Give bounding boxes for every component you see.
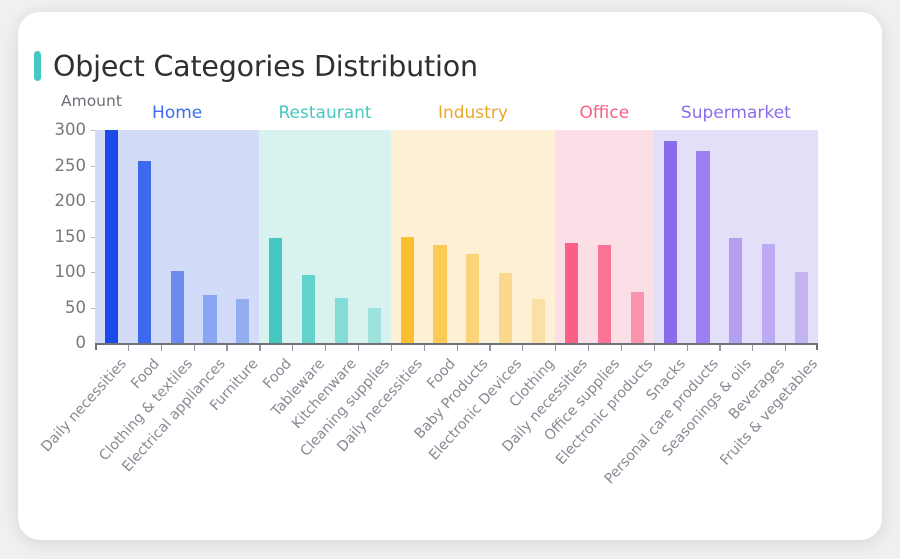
x-axis-tick-mark	[193, 344, 195, 351]
y-axis-tick-label: 150	[54, 226, 87, 246]
bar[interactable]	[170, 271, 184, 343]
x-axis-tick-mark	[160, 344, 162, 351]
y-axis-tick-mark	[91, 236, 95, 238]
bar[interactable]	[597, 245, 611, 343]
x-axis-tick-mark	[390, 344, 392, 351]
x-axis-tick-mark	[522, 344, 524, 351]
x-axis-tick-mark	[620, 344, 622, 351]
y-axis-tick-label: 0	[75, 333, 87, 353]
y-axis-tick-mark	[91, 201, 95, 202]
x-axis-tick-mark	[587, 344, 590, 351]
bar[interactable]	[532, 298, 546, 343]
group-label-industry: Industry	[437, 103, 508, 123]
y-axis-tick-label: 250	[54, 155, 87, 175]
bar[interactable]	[630, 291, 644, 343]
group-label-home: Home	[152, 103, 203, 123]
group-label-supermarket: Supermarket	[680, 103, 791, 123]
group-label-office: Office	[579, 103, 630, 123]
bar[interactable]	[794, 272, 809, 343]
x-axis-tick-mark	[686, 344, 688, 351]
x-axis-tick-mark	[357, 344, 360, 351]
bar[interactable]	[400, 236, 414, 343]
y-axis-tick-label: 100	[54, 262, 87, 282]
bar[interactable]	[499, 273, 513, 343]
bar[interactable]	[367, 307, 381, 343]
bar[interactable]	[762, 244, 776, 343]
x-axis-tick-mark	[719, 344, 721, 351]
x-axis-tick-mark	[423, 344, 425, 351]
x-axis-tick-mark	[456, 344, 458, 351]
chart-card: Object Categories Distribution Amount 0 5…	[18, 12, 882, 540]
bar[interactable]	[203, 295, 217, 343]
bar[interactable]	[236, 298, 250, 343]
bar[interactable]	[104, 130, 118, 343]
x-axis-line	[95, 343, 818, 345]
x-axis-tick-mark	[653, 344, 655, 351]
y-axis-tick-mark	[91, 130, 95, 131]
group-label-restaurant: Restaurant	[278, 103, 372, 123]
x-axis-tick-mark	[752, 344, 754, 351]
x-axis-cap-left	[95, 343, 97, 350]
plot-area: 0 50 100 150 200 250 300 Home Daily necessities F…	[39, 103, 821, 487]
page-title: Object Categories Distribution	[53, 49, 478, 83]
x-axis-tick-mark	[226, 344, 228, 351]
chart-header: Object Categories Distribution	[34, 46, 478, 86]
y-axis-tick-mark	[91, 307, 95, 309]
y-axis-tick-label: 200	[54, 191, 87, 211]
x-axis-tick-mark	[259, 344, 261, 351]
bar[interactable]	[302, 274, 316, 343]
bar[interactable]	[696, 151, 710, 343]
x-axis-tick-mark	[127, 344, 130, 351]
bar[interactable]	[433, 245, 447, 343]
bar[interactable]	[663, 141, 677, 343]
bar[interactable]	[269, 237, 283, 343]
bar[interactable]	[564, 242, 579, 343]
x-axis-tick-mark	[555, 344, 557, 351]
x-axis-cap-right	[816, 343, 818, 350]
bar[interactable]	[466, 254, 480, 343]
title-accent-bar	[34, 51, 41, 81]
y-axis-tick-mark	[91, 165, 95, 167]
y-axis-tick-label: 50	[65, 297, 86, 317]
y-axis-tick-mark	[91, 272, 95, 273]
bar[interactable]	[334, 298, 349, 343]
x-axis-tick-mark	[785, 344, 787, 351]
x-axis-tick-mark	[489, 344, 491, 351]
y-axis-label: Amount	[61, 92, 122, 110]
y-axis-tick-label: 300	[54, 120, 87, 140]
bar[interactable]	[729, 237, 743, 343]
bar[interactable]	[137, 161, 151, 343]
x-axis-tick-mark	[325, 344, 327, 351]
x-axis-tick-mark	[292, 344, 294, 351]
